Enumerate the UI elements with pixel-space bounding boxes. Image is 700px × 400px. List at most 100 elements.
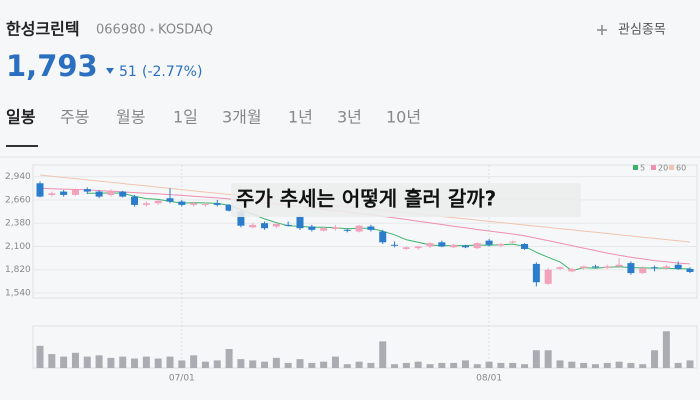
volume-bar <box>119 356 127 368</box>
tab[interactable]: 10년 <box>386 108 421 127</box>
plot-frame <box>32 164 698 299</box>
volume-bar <box>261 361 269 368</box>
candle-body <box>201 204 209 206</box>
volume-bar <box>178 360 186 368</box>
candle-body <box>686 268 694 272</box>
candle-body <box>556 267 564 269</box>
candle-body <box>379 231 387 243</box>
volume-bar <box>497 362 505 368</box>
candle-body <box>591 266 599 268</box>
candle-body <box>131 196 139 205</box>
candle-body <box>426 243 434 247</box>
tab[interactable]: 월봉 <box>116 108 145 127</box>
volume-bar <box>615 361 623 368</box>
annotation: 주가 추세는 어떻게 흘러 갈까? <box>236 187 496 211</box>
tab[interactable]: 3개월 <box>222 108 262 127</box>
watch-label: 관심종목 <box>618 23 666 38</box>
volume-bar <box>343 364 351 368</box>
volume-bar <box>426 364 434 368</box>
candle-body <box>213 203 221 205</box>
candle-body <box>414 246 422 249</box>
candle-body <box>603 266 611 269</box>
candle-body <box>261 223 269 229</box>
candle-body <box>166 198 174 202</box>
x-tick-label: 07/01 <box>169 374 195 384</box>
legend-label: 5 <box>640 164 645 173</box>
candle-body <box>532 263 540 283</box>
volume-bar <box>190 355 198 368</box>
volume-bar <box>60 356 68 368</box>
volume-bar <box>544 350 552 368</box>
candle-body <box>331 227 339 230</box>
candle-body <box>343 229 351 231</box>
candle-body <box>36 183 44 197</box>
candle-body <box>48 193 56 195</box>
candle-body <box>190 203 198 205</box>
volume-bar <box>320 361 328 368</box>
volume-bar <box>131 358 139 368</box>
volume-bar <box>532 350 540 368</box>
candle-body <box>237 211 245 226</box>
volume-bar <box>651 350 659 368</box>
candle-body <box>320 228 328 231</box>
volume-bar <box>591 364 599 368</box>
candle-body <box>461 245 469 248</box>
annotation-box <box>231 183 581 217</box>
stock-code: 066980 <box>96 23 146 38</box>
volume-bar <box>402 362 410 368</box>
legend-swatch <box>633 165 638 170</box>
volume-bar <box>237 359 245 368</box>
candle-body <box>651 267 659 269</box>
x-tick-label: 08/01 <box>476 374 502 384</box>
legend-label: 60 <box>676 164 686 173</box>
volume-bar <box>450 362 458 368</box>
volume-bar <box>603 362 611 368</box>
candle-body <box>639 268 647 274</box>
tab[interactable]: 1년 <box>288 108 313 127</box>
volume-bar <box>568 361 576 368</box>
volume-bar <box>296 359 304 368</box>
volume-bar <box>249 360 257 368</box>
volume-bar <box>639 364 647 368</box>
candle-body <box>284 224 292 226</box>
volume-bar <box>166 356 174 368</box>
legend-swatch <box>651 165 656 170</box>
volume-bar <box>391 364 399 368</box>
candle-body <box>225 204 233 211</box>
y-tick-label: 2,380 <box>5 219 31 229</box>
volume-bar <box>580 362 588 368</box>
volume-bar <box>48 354 56 368</box>
volume-bar <box>71 352 79 368</box>
candle-body <box>402 247 410 249</box>
tab[interactable]: 3년 <box>337 108 362 127</box>
stock-name: 한성크린텍 <box>6 20 80 39</box>
volume-bar <box>367 362 375 368</box>
candle-body <box>355 225 363 232</box>
separator <box>150 28 154 32</box>
candle-body <box>296 216 304 229</box>
y-tick-label: 2,660 <box>5 195 31 205</box>
candle-body <box>485 240 493 245</box>
volume-bar <box>83 356 91 368</box>
change: 51 <box>119 64 137 80</box>
volume-bar <box>438 362 446 368</box>
candle-body <box>497 243 505 246</box>
tab[interactable]: 주봉 <box>60 108 89 127</box>
change-percent: (-2.77%) <box>142 64 202 80</box>
volume-bar <box>154 358 162 368</box>
y-tick-label: 1,820 <box>5 265 31 275</box>
volume-bar <box>521 364 529 368</box>
tab[interactable]: 1일 <box>173 108 198 127</box>
tab[interactable]: 일봉 <box>6 108 36 127</box>
volume-bar <box>509 362 517 368</box>
watch-button[interactable]: 관심종목 <box>597 23 666 38</box>
ma-line <box>87 192 691 272</box>
volume-bar <box>36 345 44 368</box>
tabs: 일봉 주봉 월봉 1일 3개월 1년 3년 10년 <box>6 108 421 127</box>
candle-body <box>615 264 623 267</box>
candle-body <box>107 191 115 195</box>
candle-body <box>154 200 162 204</box>
candle-body <box>662 266 670 269</box>
candle-body <box>450 244 458 248</box>
